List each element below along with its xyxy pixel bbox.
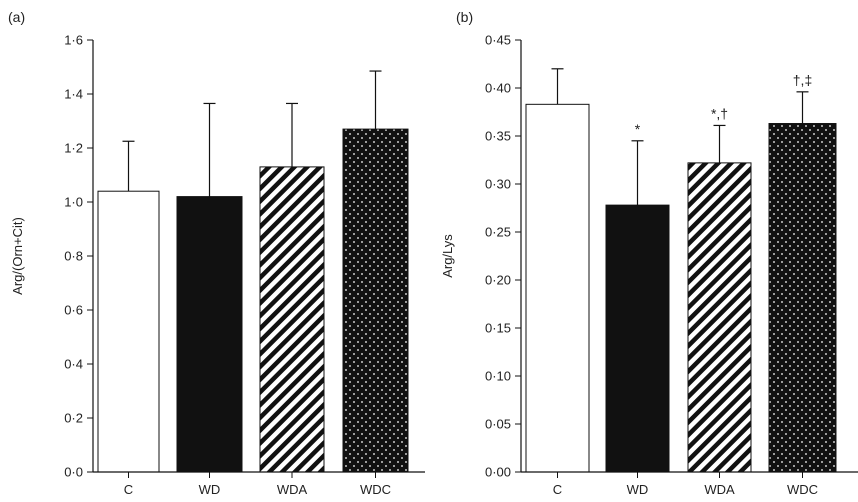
panel-b-annotation-wda: *,† <box>711 105 728 121</box>
panel-a-xtick-label-wda: WDA <box>277 482 308 497</box>
panel-b-bar-wdc <box>768 123 837 473</box>
panel-b-xtick-label-wdc: WDC <box>787 482 818 497</box>
panel-b-ytick-label: 0·05 <box>485 417 511 432</box>
panel-a-ylabel: Arg/(Orn+Cit) <box>10 217 25 295</box>
panel-a-bar-wdc <box>342 128 409 473</box>
panel-a-ytick-label: 0·0 <box>64 465 83 480</box>
panel-b-ytick-label: 0·35 <box>485 129 511 144</box>
panel-b-ytick-label: 0·45 <box>485 33 511 48</box>
panel-a-label: (a) <box>8 9 25 25</box>
panel-a-xtick-label-c: C <box>124 482 133 497</box>
panel-b-ytick-label: 0·15 <box>485 321 511 336</box>
panel-b-xtick-label-c: C <box>553 482 562 497</box>
panel-a-ytick-label: 0·8 <box>64 249 83 264</box>
panel-b-ytick-label: 0·30 <box>485 177 511 192</box>
panel-a-bar-wd <box>176 196 243 473</box>
panel-a-error-bar-c <box>122 140 135 192</box>
panel-a-ytick-label: 1·6 <box>64 33 83 48</box>
panel-a-ytick-label: 0·6 <box>64 303 83 318</box>
panel-b-annotation-wdc: †,‡ <box>793 72 812 88</box>
panel-a-ytick-label: 0·2 <box>64 411 83 426</box>
panel-b-chart: (b) Arg/Lys C * WD *,† WDA †,‡ WDC 0·00 0·05 0·10 0·… <box>440 9 858 497</box>
panel-b-xtick-label-wd: WD <box>627 482 649 497</box>
panel-a-ytick-label: 0·4 <box>64 357 83 372</box>
panel-a-error-bar-wd <box>203 102 216 197</box>
panel-b-error-bar-c <box>551 68 564 105</box>
panel-b-error-bar-wd <box>631 140 644 206</box>
panel-b-ytick-label: 0·25 <box>485 225 511 240</box>
panel-b-ytick-label: 0·20 <box>485 273 511 288</box>
panel-a-ytick-label: 1·2 <box>64 141 83 156</box>
panel-b-bar-c <box>525 103 590 473</box>
panel-a-ytick-label: 1·0 <box>64 195 83 210</box>
panel-b-label: (b) <box>456 9 473 25</box>
panel-b-error-bar-wda <box>713 124 726 163</box>
panel-b-bar-wd <box>605 204 670 473</box>
panel-a-xtick-label-wdc: WDC <box>360 482 391 497</box>
panel-b-ytick-label: 0·40 <box>485 81 511 96</box>
panel-a-bar-c <box>97 190 160 473</box>
panel-b-bar-wda <box>687 162 752 473</box>
panel-b-ytick-label: 0·00 <box>485 465 511 480</box>
panel-a-ytick-label: 1·4 <box>64 87 83 102</box>
panel-b-ylabel: Arg/Lys <box>440 234 455 278</box>
panel-a-error-bar-wda <box>286 102 298 167</box>
panel-a-xtick-label-wd: WD <box>199 482 221 497</box>
panel-a-bar-wda <box>259 166 325 473</box>
panel-a-error-bar-wdc <box>369 70 382 130</box>
panel-b-error-bar-wdc <box>796 91 809 124</box>
panel-b-ytick-label: 0·10 <box>485 369 511 384</box>
panel-b-xtick-label-wda: WDA <box>704 482 735 497</box>
panel-a-chart: (a) Arg/(Orn+Cit) C WD WDA WDC 0·0 0·2 0·4 0·6 0·8… <box>8 9 425 497</box>
panel-b-annotation-wd: * <box>635 121 641 137</box>
